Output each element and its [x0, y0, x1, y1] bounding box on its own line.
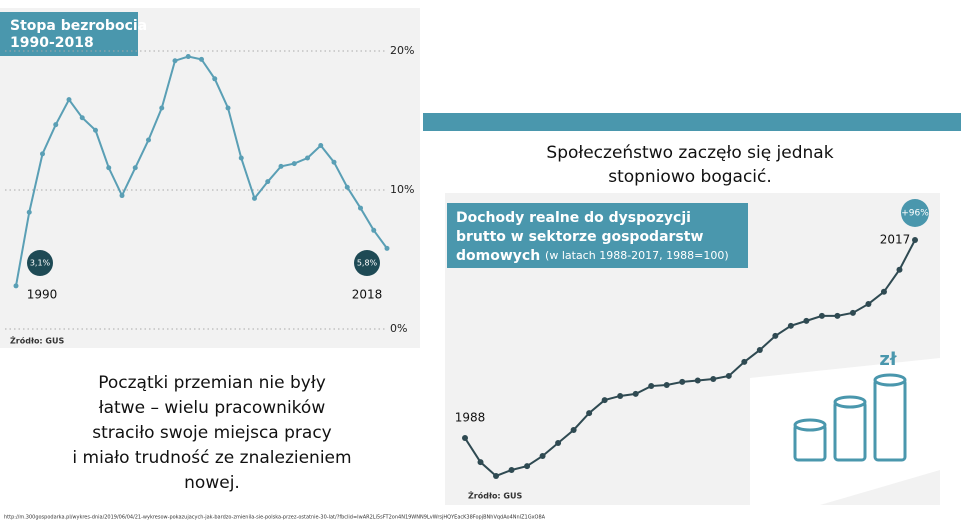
data-point	[912, 237, 918, 244]
chart-title: 1990-2018	[10, 35, 94, 51]
caption: Społeczeństwo zaczęło się jednak	[546, 143, 833, 163]
data-point	[880, 288, 887, 295]
data-point	[199, 56, 204, 62]
data-point	[462, 435, 468, 442]
x-tick-label: 2017	[880, 233, 911, 247]
annotation-badge	[901, 199, 929, 228]
data-point	[818, 312, 825, 319]
data-point	[106, 165, 112, 171]
data-point	[756, 346, 763, 353]
caption: straciło swoje miejsca pracy	[92, 423, 331, 443]
data-point	[238, 155, 244, 161]
data-point	[493, 472, 500, 479]
coins-icon	[793, 373, 907, 462]
y-tick-label: 20%	[390, 44, 414, 57]
data-point	[265, 179, 271, 185]
data-point	[477, 459, 484, 466]
data-point	[663, 382, 670, 389]
data-point	[710, 376, 717, 383]
chart-title: domowych (w latach 1988-2017, 1988=100)	[456, 248, 729, 264]
accent-bar	[423, 113, 961, 131]
data-point	[358, 205, 363, 211]
chart-title: Dochody realne do dyspozycji	[456, 210, 691, 226]
data-point	[803, 317, 810, 324]
data-point	[787, 322, 794, 329]
chart-title: domowych	[456, 248, 540, 264]
data-point	[849, 309, 856, 316]
value-label-badge	[354, 250, 380, 276]
icon-label: zł	[879, 349, 897, 370]
data-point	[586, 410, 593, 417]
data-point	[185, 54, 191, 60]
title-box	[0, 12, 138, 56]
data-point	[601, 397, 608, 404]
chart-title: Stopa bezrobocia	[10, 18, 147, 34]
x-tick-label: 1988	[455, 411, 486, 425]
data-point	[508, 467, 515, 474]
y-tick-label: 0%	[390, 322, 407, 335]
data-point	[40, 151, 45, 157]
value-label: 3,1%	[30, 259, 51, 268]
source: Źródło: GUS	[10, 335, 64, 346]
data-point	[384, 245, 390, 251]
x-tick-label: 1990	[27, 288, 58, 302]
caption: stopniowo bogacić.	[608, 167, 772, 187]
data-point	[132, 165, 138, 171]
data-point	[865, 300, 872, 307]
data-point	[539, 452, 546, 459]
data-point	[159, 105, 165, 111]
value-label-badge	[27, 250, 53, 276]
data-point	[344, 184, 350, 190]
data-point	[318, 143, 324, 149]
data-point	[26, 209, 32, 215]
data-point	[146, 137, 151, 143]
data-point	[119, 193, 125, 199]
caption: nowej.	[184, 473, 240, 493]
data-point	[648, 383, 655, 390]
data-point	[570, 426, 577, 433]
data-point	[225, 105, 231, 111]
data-point	[212, 76, 218, 82]
url: http://m.300gospodarka.pl/wykres-dnia/20…	[4, 515, 546, 521]
data-point	[617, 392, 624, 399]
data-point	[66, 97, 72, 103]
chart-title: brutto w sektorze gospodarstw	[456, 229, 703, 245]
data-point	[93, 127, 98, 133]
data-point	[371, 227, 377, 233]
caption: Początki przemian nie były	[98, 373, 326, 393]
annotation: +96%	[901, 209, 929, 219]
icon-bg	[820, 470, 940, 505]
value-label: 5,8%	[357, 259, 378, 268]
source: Źródło: GUS	[468, 490, 522, 501]
x-tick-label: 2018	[352, 288, 383, 302]
chart-subtitle: (w latach 1988-2017, 1988=100)	[545, 249, 729, 262]
data-point	[679, 378, 686, 385]
data-point	[725, 372, 732, 379]
data-point	[278, 163, 284, 169]
left-panel	[0, 8, 420, 348]
data-point	[79, 115, 85, 121]
caption: i miało trudność ze znalezieniem	[72, 448, 351, 468]
data-point	[694, 377, 701, 384]
data-point	[772, 332, 779, 339]
data-point	[555, 439, 562, 446]
data-point	[896, 266, 903, 273]
caption: łatwe – wielu pracowników	[99, 398, 326, 418]
data-point	[524, 463, 531, 470]
data-point	[13, 283, 19, 289]
data-point	[252, 195, 257, 201]
data-point	[291, 161, 297, 167]
data-point	[834, 312, 841, 319]
data-point	[331, 159, 337, 165]
data-point	[172, 58, 178, 64]
data-point	[632, 390, 639, 397]
left-caption: Początki przemian nie były łatwe – wielu…	[72, 373, 351, 493]
y-tick-label: 10%	[390, 183, 414, 196]
title-box	[447, 203, 748, 268]
data-point	[53, 122, 59, 128]
data-point	[741, 358, 748, 365]
data-point	[305, 155, 310, 161]
